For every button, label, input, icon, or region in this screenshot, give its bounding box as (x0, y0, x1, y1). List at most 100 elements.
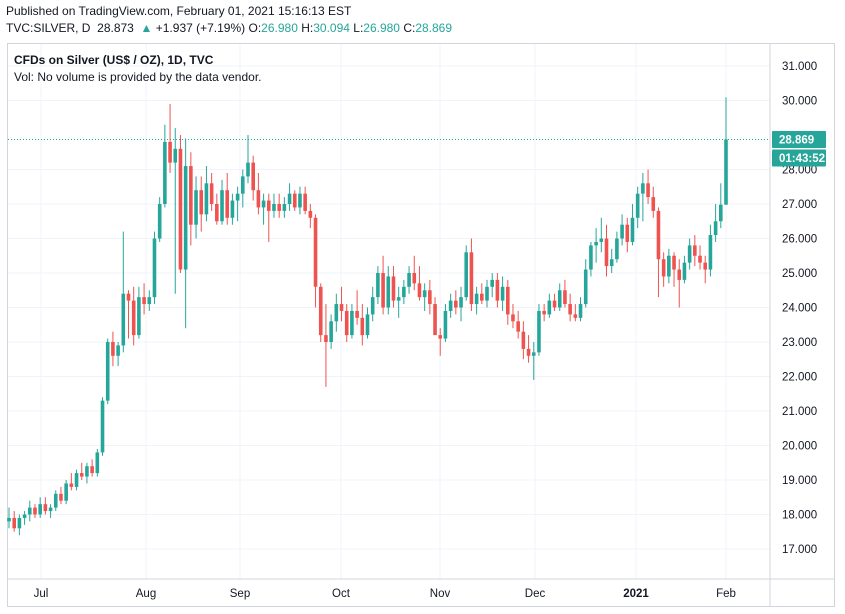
candle-body (334, 304, 339, 322)
y-axis-labels: 31.000 30.000 28.000 27.000 26.000 25.000 24.0… (782, 61, 817, 556)
candle (542, 304, 546, 322)
candle (526, 335, 531, 363)
candle (682, 255, 687, 284)
candle-body (126, 293, 131, 301)
candle (448, 293, 453, 318)
candle-body (454, 300, 458, 308)
symbol-ohlc-line: TVC:SILVER, D 28.873 ▲ +1.937 (+7.19%) O… (6, 21, 452, 35)
candle-body (215, 204, 219, 222)
candle (251, 155, 255, 201)
candle (407, 266, 411, 294)
candle-body (27, 507, 32, 515)
candle-body (235, 193, 240, 201)
candle-body (79, 473, 84, 477)
candle-body (59, 493, 63, 501)
candle-body (355, 310, 359, 318)
candle-body (137, 297, 141, 336)
candle-body (448, 300, 453, 311)
candle-body (313, 217, 318, 287)
candle-body (90, 466, 94, 474)
candle (412, 255, 417, 291)
candles (7, 97, 728, 536)
close-value: 28.869 (415, 21, 453, 35)
candle-body (69, 483, 74, 487)
candle (12, 511, 16, 532)
candle (360, 304, 365, 346)
candle-body (620, 224, 624, 239)
candle (646, 169, 650, 204)
y-tick-label: 31.000 (782, 61, 817, 73)
candle (505, 279, 510, 325)
candle-body (630, 217, 635, 242)
candle (246, 135, 250, 184)
candle (318, 283, 323, 342)
candle-body (365, 314, 370, 336)
candle (48, 504, 53, 518)
candle-body (557, 290, 562, 308)
candle (641, 172, 645, 222)
candle-body (251, 162, 255, 191)
candle (147, 290, 152, 311)
candle (495, 273, 500, 308)
candle (74, 469, 79, 491)
candle-body (656, 210, 661, 260)
candle (464, 245, 469, 301)
candle (79, 462, 84, 480)
candle (230, 193, 235, 225)
candle (438, 328, 443, 356)
candle (713, 204, 718, 242)
candle-body (43, 504, 48, 512)
candle (578, 297, 583, 322)
candle-body (48, 507, 53, 512)
candle (459, 286, 463, 322)
candle-body (183, 166, 188, 270)
candle (241, 169, 245, 208)
candle (292, 190, 297, 211)
candle-body (225, 190, 230, 218)
countdown-badge (772, 149, 826, 167)
y-tick-label: 22.000 (782, 372, 817, 384)
candle (209, 172, 214, 211)
candle (350, 304, 354, 339)
candle (480, 283, 484, 305)
candle (121, 231, 126, 353)
y-tick-label: 25.000 (782, 268, 817, 280)
candle (573, 304, 578, 322)
candle (163, 124, 167, 208)
candle (531, 342, 536, 380)
candle-body (360, 317, 365, 336)
candle (703, 255, 708, 284)
candle (59, 486, 63, 505)
y-tick-label: 26.000 (782, 234, 817, 246)
candle-body (438, 335, 443, 339)
candle (490, 273, 494, 298)
candle (443, 304, 448, 342)
x-tick-label: Dec (525, 588, 546, 600)
candle (370, 286, 375, 322)
candle (204, 166, 209, 222)
candle (417, 266, 422, 301)
candle-body (531, 352, 536, 356)
last-price-badge-text: 28.869 (779, 135, 814, 147)
candle-body (407, 273, 411, 287)
candle-body (422, 290, 427, 298)
candle-body (719, 204, 723, 222)
candle-body (573, 314, 578, 318)
candle (599, 217, 604, 253)
candle (552, 293, 557, 311)
x-axis-labels: Jul Aug Sep Oct Nov Dec 2021 Feb (34, 588, 736, 600)
candle (677, 259, 682, 308)
candle (687, 238, 692, 270)
candle (313, 214, 318, 308)
x-tick-label: Jul (34, 588, 49, 600)
candle-body (651, 197, 656, 211)
low-value: 26.980 (363, 21, 400, 35)
candle-body (500, 286, 505, 301)
candle (698, 245, 702, 270)
candle (111, 331, 115, 367)
candle-body (121, 293, 126, 346)
candle (220, 179, 224, 225)
candle (142, 283, 146, 315)
candle-body (220, 190, 224, 222)
